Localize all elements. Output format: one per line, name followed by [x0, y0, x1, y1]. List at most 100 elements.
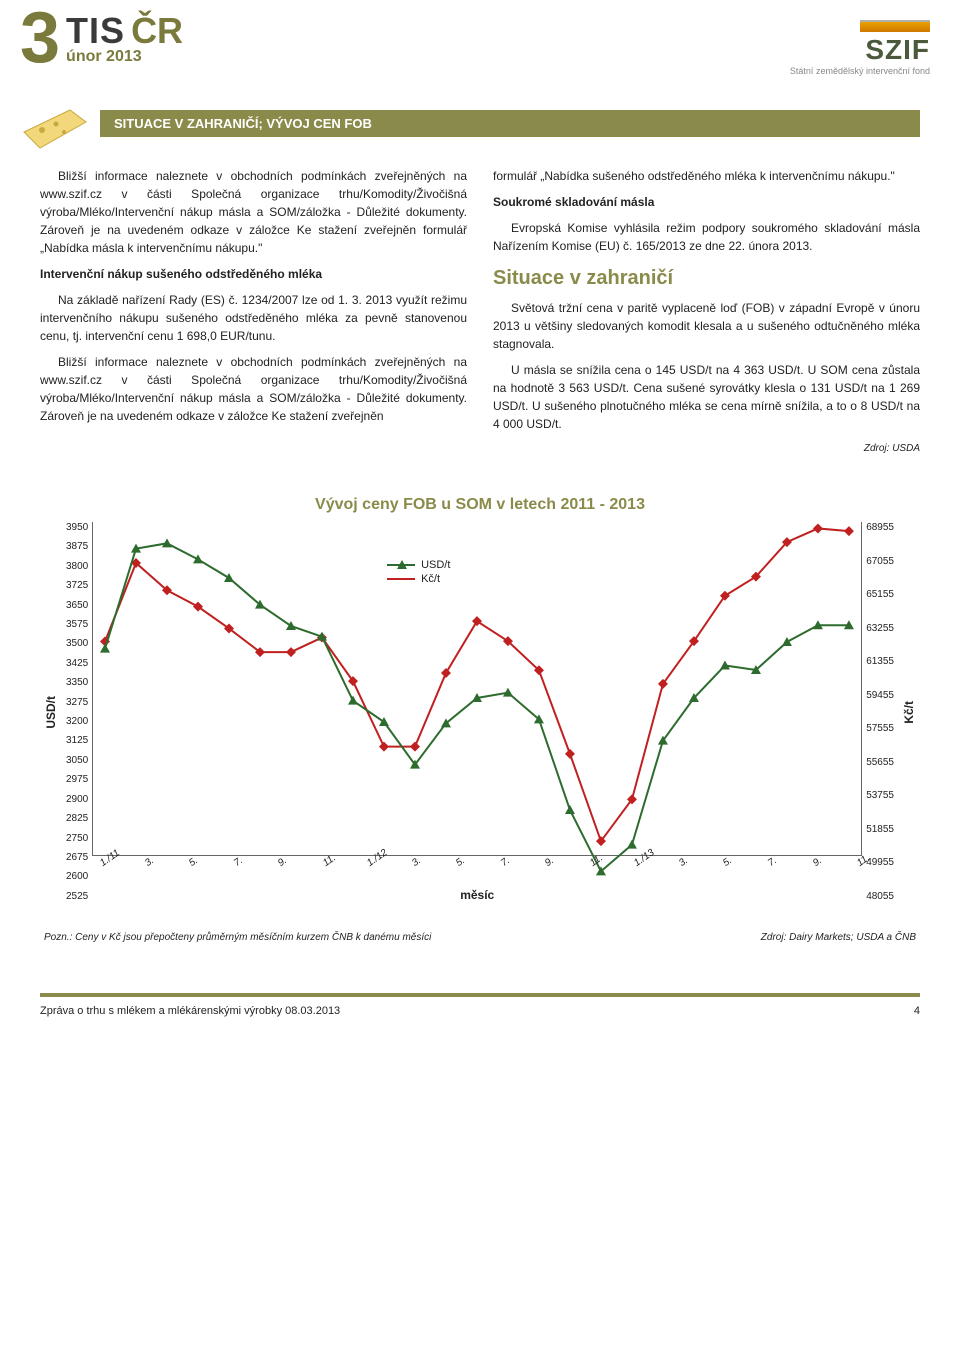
y-tick-right: 67055: [866, 556, 894, 567]
legend-line-usd: [387, 564, 415, 566]
column-left: Bližší informace naleznete v obchodních …: [40, 167, 467, 456]
y-tick-right: 51855: [866, 824, 894, 835]
issue-date: únor 2013: [66, 48, 183, 66]
y-tick-left: 2600: [66, 871, 88, 882]
y-tick-left: 2675: [66, 852, 88, 863]
szif-subtitle: Státní zemědělský intervenční fond: [790, 66, 930, 76]
subheading: Intervenční nákup sušeného odstředěného …: [40, 265, 467, 283]
chart-title: Vývoj ceny FOB u SOM v letech 2011 - 201…: [40, 496, 920, 514]
column-right: formulář „Nabídka sušeného odstředěného …: [493, 167, 920, 456]
series-usd-marker: [286, 621, 296, 630]
y-ticks-right: 68955 67055 65155 63255 61355 59455 57555 55655…: [862, 522, 898, 902]
y-tick-left: 3950: [66, 522, 88, 533]
y-tick-left: 3800: [66, 561, 88, 572]
series-usd-marker: [565, 805, 575, 814]
series-usd-marker: [503, 688, 513, 697]
para: formulář „Nabídka sušeného odstředěného …: [493, 167, 920, 185]
y-tick-left: 3575: [66, 619, 88, 630]
series-usd-marker: [782, 637, 792, 646]
y-tick-right: 59455: [866, 690, 894, 701]
y-tick-left: 2975: [66, 774, 88, 785]
subheading: Soukromé skladování másla: [493, 193, 920, 211]
y-tick-right: 57555: [866, 723, 894, 734]
chart-note-left: Pozn.: Ceny v Kč jsou přepočteny průměrn…: [44, 932, 431, 943]
series-kc-marker: [441, 668, 451, 678]
para: Evropská Komise vyhlásila režim podpory …: [493, 219, 920, 255]
y-tick-left: 3125: [66, 735, 88, 746]
series-usd-marker: [193, 554, 203, 563]
legend-item-kc: Kč/t: [387, 573, 450, 585]
legend-label: Kč/t: [421, 573, 440, 585]
series-usd-marker: [720, 660, 730, 669]
y-tick-left: 3275: [66, 697, 88, 708]
chart-legend: USD/t Kč/t: [385, 555, 452, 589]
tis-label: TIS: [66, 10, 125, 52]
series-usd-line: [105, 543, 849, 871]
chart-container: Vývoj ceny FOB u SOM v letech 2011 - 201…: [40, 496, 920, 943]
y-ticks-left: 3950387538003725365035753500342533503275…: [62, 522, 92, 902]
y-tick-left: 2750: [66, 833, 88, 844]
series-kc-marker: [565, 749, 575, 759]
series-usd-marker: [348, 696, 358, 705]
cheese-icon: [20, 104, 90, 150]
series-kc-marker: [844, 526, 854, 536]
issue-number: 3: [20, 10, 60, 68]
series-kc-marker: [410, 742, 420, 752]
footer-page-number: 4: [914, 1005, 920, 1017]
y-tick-left: 2900: [66, 794, 88, 805]
y-tick-left: 3050: [66, 755, 88, 766]
triangle-icon: [397, 560, 407, 569]
y-tick-left: 3500: [66, 638, 88, 649]
legend-item-usd: USD/t: [387, 559, 450, 571]
series-usd-marker: [224, 573, 234, 582]
section-banner: SITUACE V ZAHRANIČÍ; VÝVOJ CEN FOB: [100, 110, 920, 137]
y-tick-left: 2825: [66, 813, 88, 824]
series-usd-marker: [100, 644, 110, 653]
series-usd-marker: [162, 538, 172, 547]
plot-area: USD/t Kč/t: [92, 522, 862, 856]
y-tick-right: 65155: [866, 589, 894, 600]
page-footer: Zpráva o trhu s mlékem a mlékárenskými v…: [0, 997, 960, 1037]
series-usd-marker: [379, 717, 389, 726]
szif-logo: SZIF Státní zemědělský intervenční fond: [790, 20, 930, 76]
para: Světová tržní cena v paritě vyplaceně lo…: [493, 299, 920, 353]
y-tick-right: 63255: [866, 623, 894, 634]
y-tick-right: 48055: [866, 891, 894, 902]
legend-label: USD/t: [421, 559, 450, 571]
y-axis-label-left: USD/t: [40, 696, 62, 729]
szif-name: SZIF: [790, 34, 930, 66]
y-axis-label-right: Kč/t: [898, 701, 920, 724]
para: U másla se snížila cena o 145 USD/t na 4…: [493, 361, 920, 433]
series-kc-marker: [286, 647, 296, 657]
series-kc-marker: [379, 742, 389, 752]
y-tick-right: 68955: [866, 522, 894, 533]
chart-svg: [93, 522, 861, 902]
y-tick-right: 55655: [866, 757, 894, 768]
para: Bližší informace naleznete v obchodních …: [40, 167, 467, 257]
y-tick-left: 3650: [66, 600, 88, 611]
szif-bar-icon: [860, 20, 930, 32]
legend-line-kc: [387, 578, 415, 580]
cr-label: ČR: [131, 10, 183, 52]
chart-footnote: Pozn.: Ceny v Kč jsou přepočteny průměrn…: [40, 932, 920, 943]
y-tick-right: 61355: [866, 656, 894, 667]
series-usd-marker: [627, 840, 637, 849]
y-tick-left: 3875: [66, 541, 88, 552]
y-tick-right: 53755: [866, 790, 894, 801]
chart-note-right: Zdroj: Dairy Markets; USDA a ČNB: [761, 932, 916, 943]
section-title: Situace v zahraničí: [493, 263, 920, 293]
y-tick-left: 2525: [66, 891, 88, 902]
y-tick-left: 3200: [66, 716, 88, 727]
series-kc-line: [105, 528, 849, 841]
series-kc-marker: [472, 616, 482, 626]
y-tick-left: 3425: [66, 658, 88, 669]
page-body: Bližší informace naleznete v obchodních …: [0, 137, 960, 953]
y-tick-left: 3350: [66, 677, 88, 688]
para: Na základě nařízení Rady (ES) č. 1234/20…: [40, 291, 467, 345]
para: Bližší informace naleznete v obchodních …: [40, 353, 467, 425]
footer-left: Zpráva o trhu s mlékem a mlékárenskými v…: [40, 1005, 340, 1017]
header-left: 3 TIS ČR únor 2013: [20, 10, 920, 68]
source-note: Zdroj: USDA: [493, 441, 920, 456]
two-column-layout: Bližší informace naleznete v obchodních …: [40, 167, 920, 456]
page-header: 3 TIS ČR únor 2013 SZIF Státní zemědělsk…: [0, 0, 960, 110]
